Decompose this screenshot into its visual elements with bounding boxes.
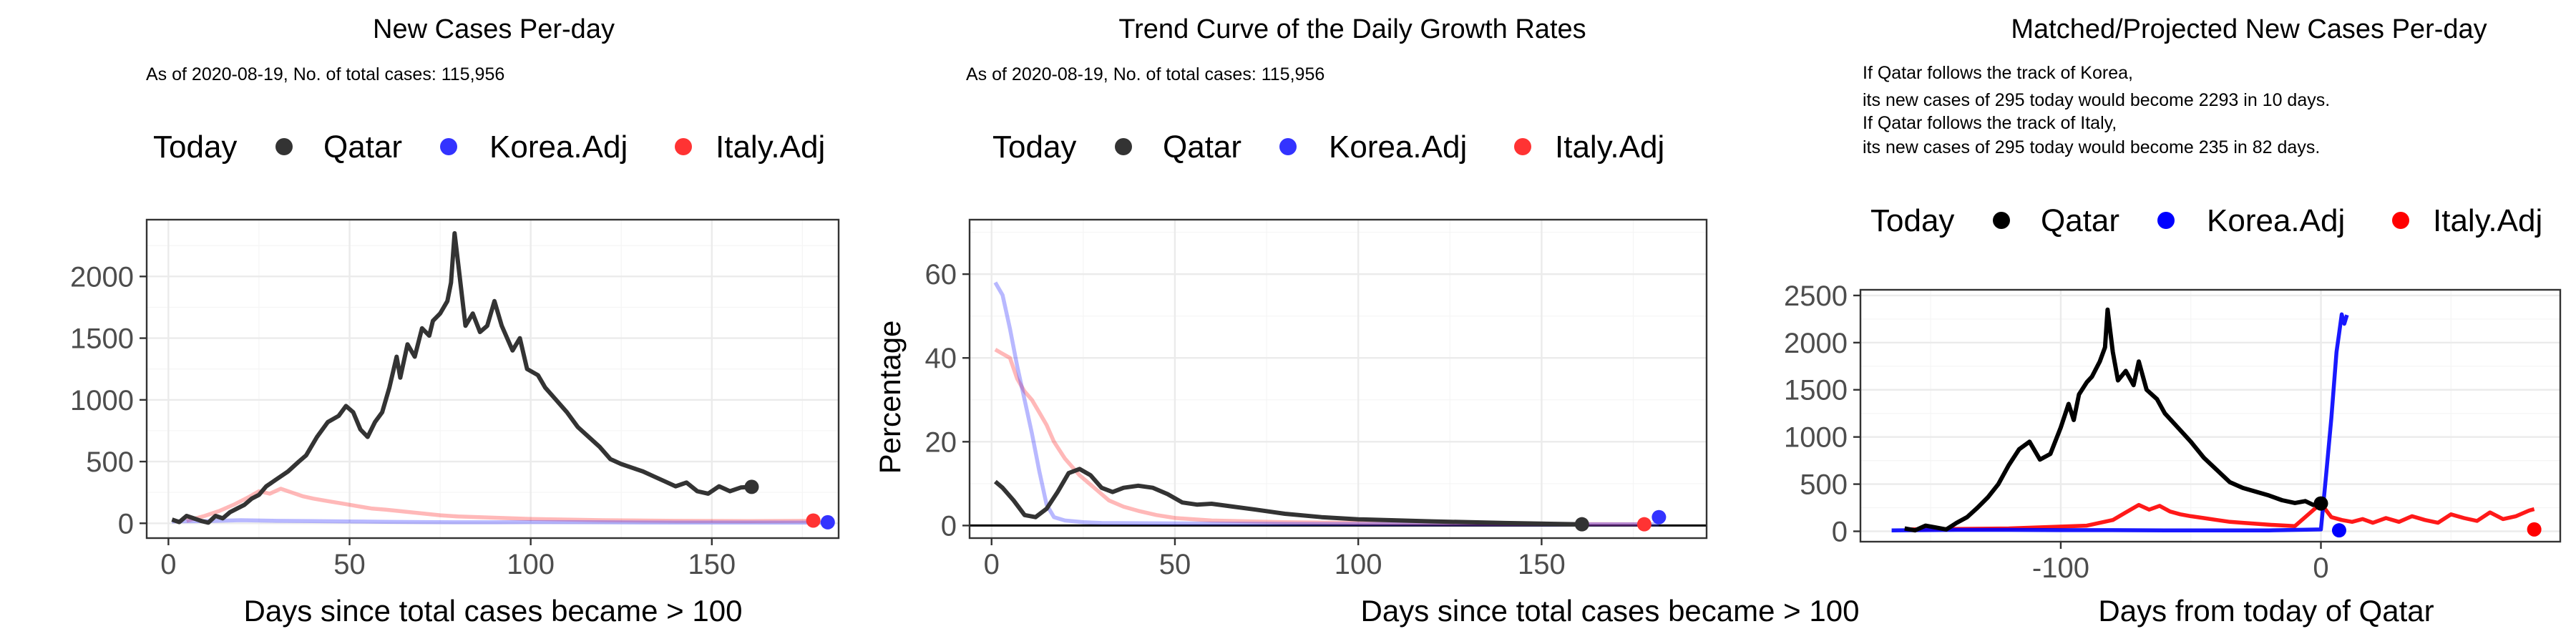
x-tick-label: 50: [333, 549, 366, 580]
today-point-korea-adj: [1652, 509, 1667, 525]
legend: Today Qatar Korea.Adj Italy.Adj: [1870, 203, 2542, 238]
series-line-qatar: [993, 467, 1582, 527]
legend-label-korea: Korea.Adj: [1329, 130, 1467, 165]
x-tick-label: 0: [2313, 552, 2328, 584]
plot-frame: [968, 218, 1708, 540]
legend-label-qatar: Qatar: [323, 130, 402, 165]
x-tick-label: 100: [1335, 549, 1382, 580]
legend-label-italy: Italy.Adj: [716, 130, 825, 165]
y-tick-label: 60: [925, 259, 957, 291]
series-line-korea-adj: [172, 518, 828, 525]
today-point-korea-adj: [820, 514, 835, 530]
legend: Today Qatar Korea.Adj Italy.Adj: [992, 130, 1664, 165]
legend-label-italy: Italy.Adj: [2433, 203, 2542, 238]
y-tick-label: 0: [118, 508, 134, 540]
today-point-qatar: [1574, 517, 1589, 532]
y-tick-label: 2500: [1784, 280, 1848, 312]
x-tick-label: 50: [1159, 549, 1191, 580]
legend-title: Today: [992, 130, 1076, 165]
chart-subtitle: As of 2020-08-19, No. of total cases: 11…: [146, 64, 504, 84]
y-tick-label: 40: [925, 343, 957, 374]
projection-note-3: If Qatar follows the track of Italy,: [1863, 113, 2117, 133]
x-axis-title: Days from today of Qatar: [2098, 594, 2434, 628]
legend-marker-italy: [675, 138, 692, 155]
today-point-qatar: [744, 479, 759, 494]
chart-title: New Cases Per-day: [373, 14, 615, 44]
x-tick-label: 100: [507, 549, 555, 580]
chart-subtitle: As of 2020-08-19, No. of total cases: 11…: [966, 64, 1324, 84]
legend-marker-qatar: [275, 138, 293, 155]
legend-title: Today: [1870, 203, 1954, 238]
legend-marker-qatar: [1993, 212, 2010, 229]
x-tick-label: 0: [160, 549, 176, 580]
y-tick-label: 1500: [1784, 375, 1848, 406]
y-tick-label: 0: [941, 510, 957, 542]
series-line-italy-adj: [994, 348, 1644, 527]
y-tick-label: 1000: [70, 385, 134, 416]
plot-area: 0 50 100 150 0 20 40 60: [925, 218, 1708, 580]
y-axis-title: Percentage: [873, 321, 907, 474]
panel-new-cases: New Cases Per-day As of 2020-08-19, No. …: [70, 14, 840, 628]
plot-area: -100 0 0 500 1000 1500 2000 2500: [1784, 280, 2562, 584]
plot-frame: [1859, 288, 2562, 543]
legend-marker-korea: [2157, 212, 2175, 229]
x-tick-label: -100: [2032, 552, 2089, 584]
legend-title: Today: [153, 130, 237, 165]
x-tick-label: 150: [688, 549, 736, 580]
today-point-qatar: [2313, 496, 2328, 511]
series-line-qatar: [1904, 307, 2322, 533]
legend-marker-korea: [1279, 138, 1297, 155]
x-axis-title: Days since total cases became > 100: [1361, 594, 1860, 628]
plot-frame: [145, 218, 840, 540]
legend-label-italy: Italy.Adj: [1555, 130, 1664, 165]
today-point-italy-adj: [1636, 517, 1652, 532]
y-tick-label: 0: [1832, 516, 1848, 547]
projection-note-4: its new cases of 295 today would become …: [1863, 137, 2320, 157]
x-tick-label: 0: [984, 549, 1000, 580]
legend-marker-qatar: [1115, 138, 1132, 155]
panel-projected: Matched/Projected New Cases Per-day If Q…: [1784, 14, 2562, 628]
series-line-korea-adj: [993, 281, 1659, 527]
x-axis-title: Days since total cases became > 100: [244, 594, 743, 628]
legend-marker-italy: [2392, 212, 2409, 229]
chart-title: Trend Curve of the Daily Growth Rates: [1118, 14, 1586, 44]
today-point-italy-adj: [2527, 522, 2542, 537]
y-tick-label: 500: [1800, 469, 1848, 501]
legend-label-korea: Korea.Adj: [2207, 203, 2345, 238]
y-tick-label: 2000: [1784, 328, 1848, 359]
series-line-qatar: [171, 231, 752, 525]
legend-label-qatar: Qatar: [1163, 130, 1241, 165]
today-point-italy-adj: [806, 513, 821, 528]
series-line-italy-adj: [185, 487, 814, 523]
series-line-italy-adj: [1904, 501, 2535, 532]
projection-note-1: If Qatar follows the track of Korea,: [1863, 63, 2133, 83]
today-point-korea-adj: [2331, 523, 2346, 538]
y-tick-label: 1500: [70, 323, 134, 355]
y-tick-label: 20: [925, 426, 957, 458]
legend-label-qatar: Qatar: [2041, 203, 2119, 238]
x-tick-label: 150: [1518, 549, 1566, 580]
legend: Today Qatar Korea.Adj Italy.Adj: [153, 130, 825, 165]
legend-marker-korea: [440, 138, 457, 155]
chart-title: Matched/Projected New Cases Per-day: [2011, 14, 2487, 44]
panel-growth-rates: Trend Curve of the Daily Growth Rates As…: [873, 14, 1859, 628]
y-tick-label: 1000: [1784, 422, 1848, 454]
y-tick-label: 2000: [70, 261, 134, 293]
y-tick-label: 500: [86, 447, 134, 478]
legend-label-korea: Korea.Adj: [489, 130, 628, 165]
series-line-korea-adj: [1891, 312, 2349, 532]
projection-note-2: its new cases of 295 today would become …: [1863, 90, 2330, 110]
legend-marker-italy: [1514, 138, 1531, 155]
